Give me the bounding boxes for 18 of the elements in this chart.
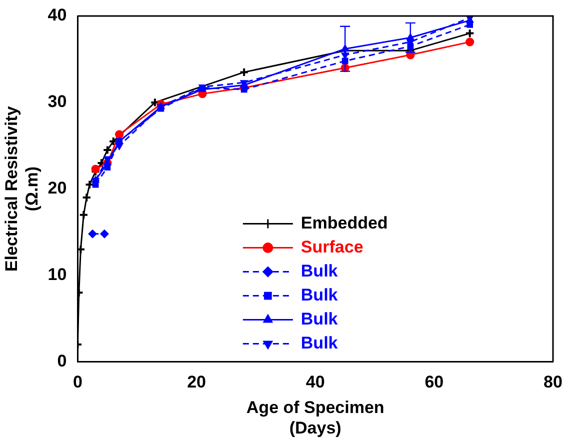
legend-label: Bulk — [300, 261, 338, 280]
legend-label: Bulk — [300, 309, 338, 328]
y-tick-label: 0 — [57, 351, 67, 370]
x-tick-label: 20 — [187, 372, 206, 392]
legend-label: Bulk — [300, 285, 338, 304]
y-axis-title: Electrical Resistivity (Ω.m) — [2, 106, 42, 272]
y-tick-label: 10 — [48, 265, 67, 284]
x-tick-label: 40 — [306, 372, 325, 392]
legend-label: Bulk — [300, 333, 338, 352]
y-tick-label: 30 — [48, 92, 67, 112]
legend-label: Surface — [300, 237, 364, 256]
x-axis-title: Age of Specimen (Days) — [246, 398, 384, 438]
y-tick-label: 20 — [48, 178, 67, 198]
y-tick-label: 40 — [48, 6, 67, 25]
legend-label: Embedded — [300, 213, 388, 232]
x-tick-label: 80 — [544, 372, 562, 392]
x-tick-label: 0 — [72, 372, 82, 392]
x-tick-label: 60 — [424, 372, 444, 392]
